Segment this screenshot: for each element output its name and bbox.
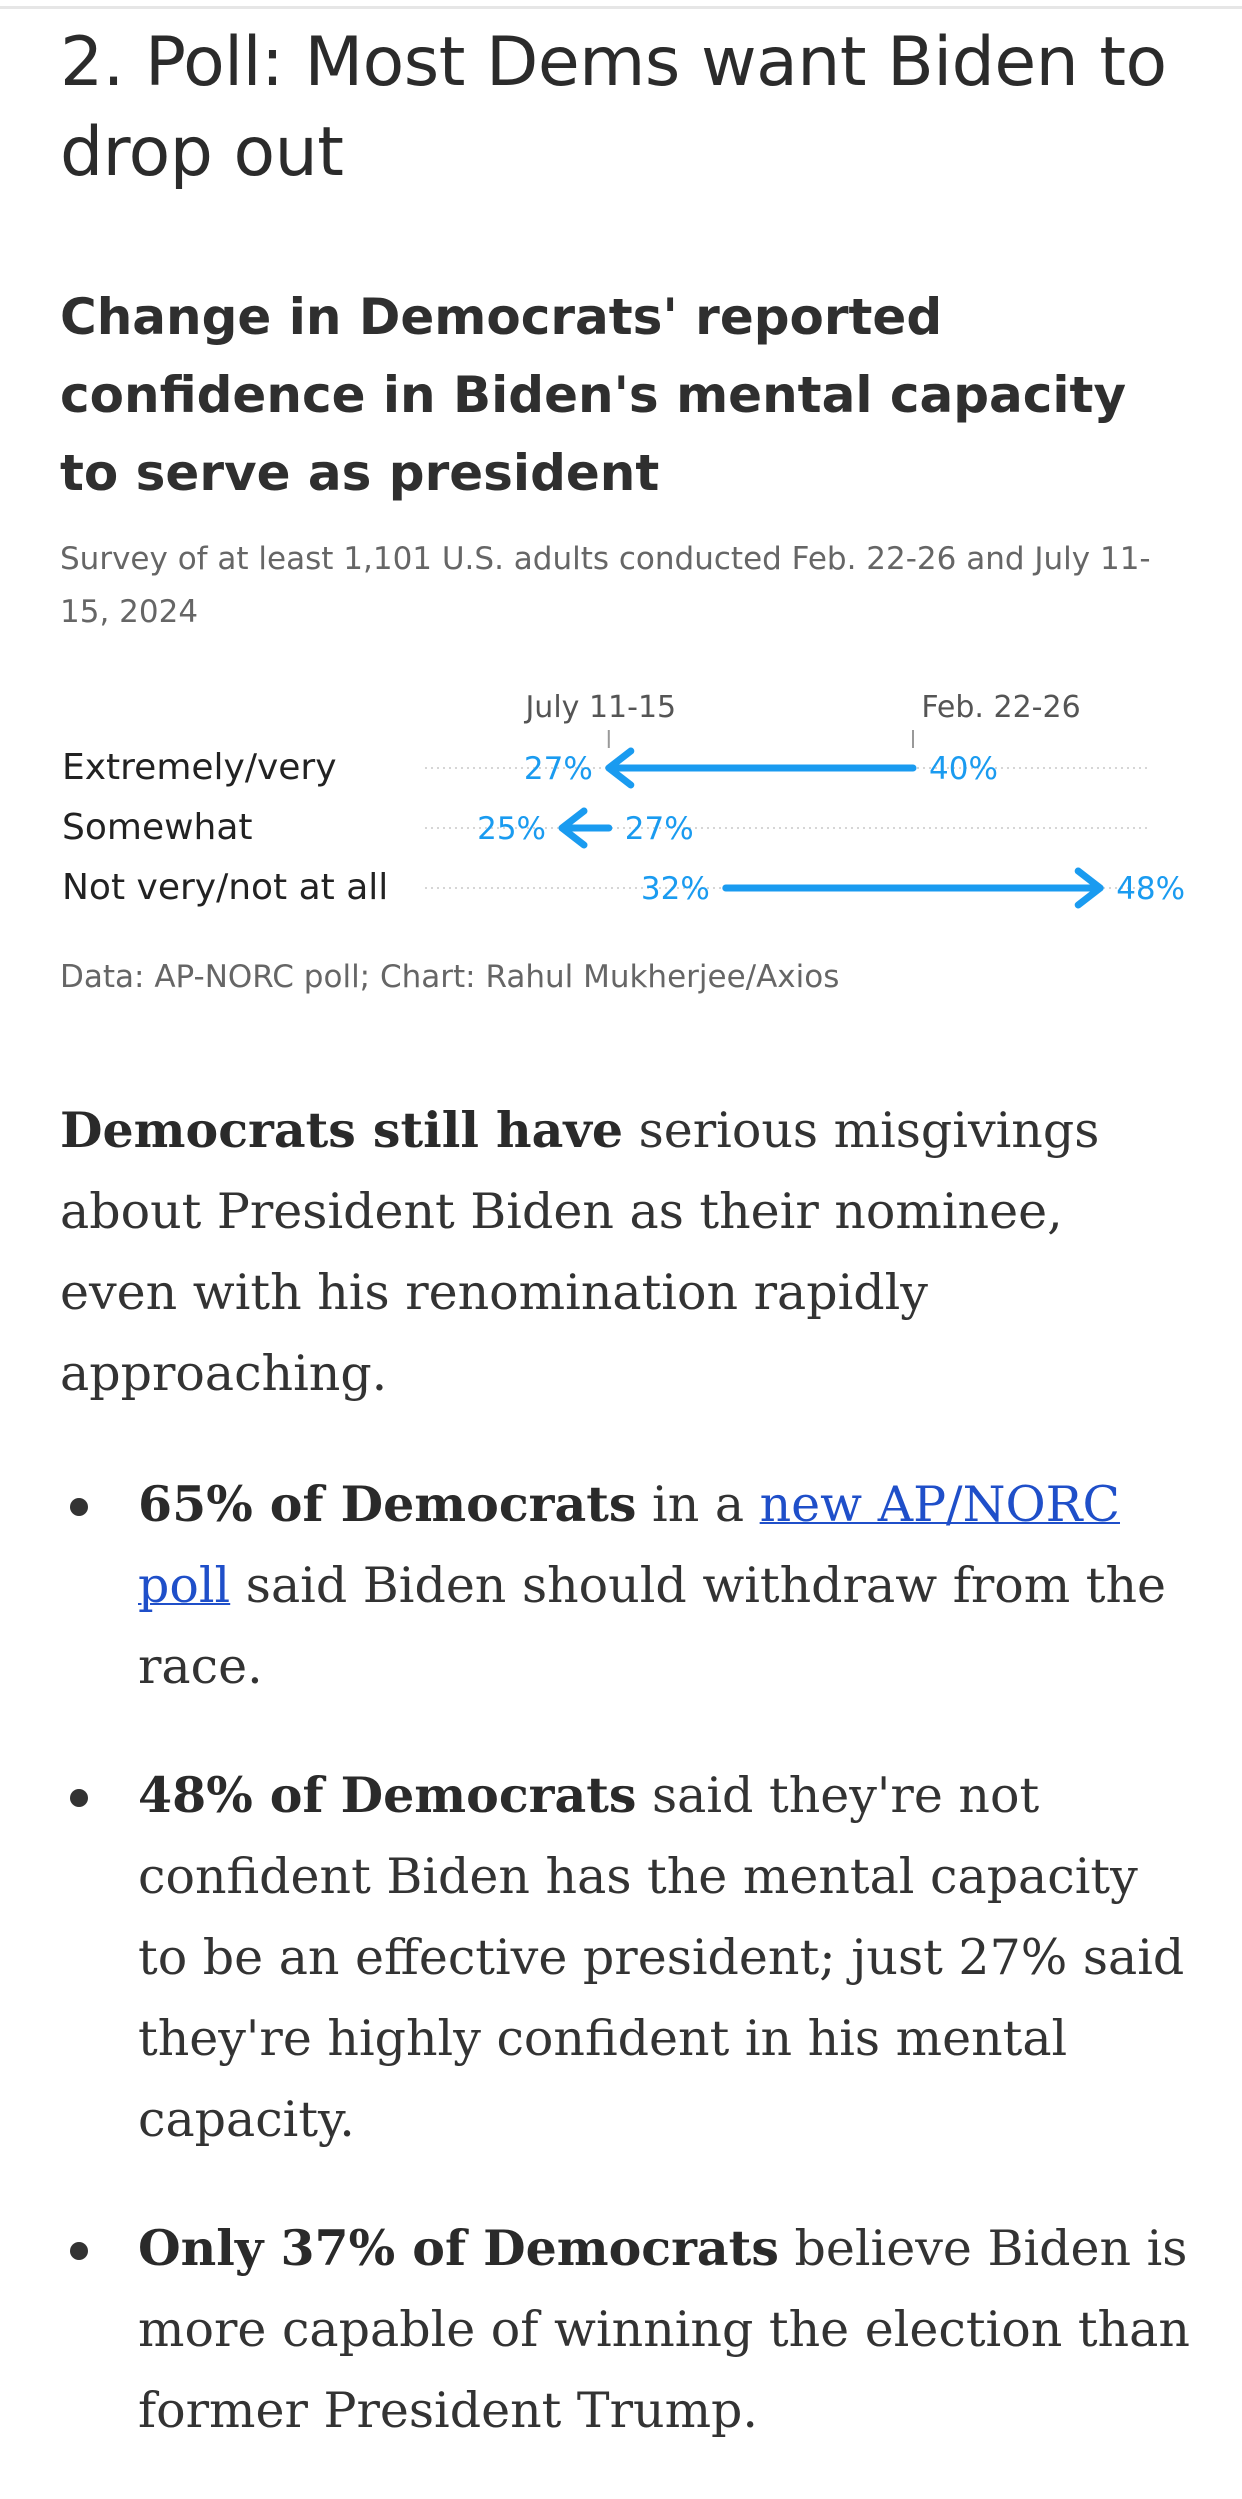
bullet-bold: Only 37% of Democrats (138, 2219, 779, 2277)
top-divider (0, 6, 1242, 9)
value-label-to: 25% (477, 811, 546, 847)
row-label: Somewhat (62, 807, 253, 848)
arrow-head-icon (605, 747, 635, 789)
bullet-bold: 48% of Democrats (138, 1766, 637, 1824)
value-label-to: 48% (1116, 871, 1185, 907)
chart-title: Change in Democrats' reported confidence… (60, 288, 1127, 502)
arrow-head-icon (1074, 867, 1104, 909)
bullet-bold: 65% of Democrats (138, 1475, 637, 1533)
article-header: 2. Poll: Most Dems want Biden to drop ou… (60, 18, 1180, 198)
bullet-icon (70, 2242, 88, 2260)
intro-paragraph: Democrats still have serious misgivings … (60, 1090, 1190, 1414)
headline: 2. Poll: Most Dems want Biden to drop ou… (60, 23, 1167, 192)
row-label: Not very/not at all (62, 867, 388, 908)
series-label-to: July 11-15 (523, 690, 676, 725)
arrow-head-icon (558, 807, 588, 849)
bullet-icon (70, 1498, 88, 1516)
intro-text: serious misgivings about President Biden… (60, 1102, 1100, 1402)
chart-subtitle: Survey of at least 1,101 U.S. adults con… (60, 541, 1151, 630)
bullet-icon (70, 1789, 88, 1807)
article-body: Democrats still have serious misgivings … (60, 1090, 1190, 2499)
chart-credit: Data: AP-NORC poll; Chart: Rahul Mukherj… (60, 959, 840, 995)
bullet-text: in a (636, 1476, 760, 1533)
value-label-to: 27% (524, 751, 593, 787)
bullet-text: said Biden should withdraw from the race… (138, 1557, 1167, 1695)
value-label-from: 27% (625, 811, 694, 847)
poll-link[interactable]: new AP/NORC poll (138, 1476, 1120, 1614)
list-item: Only 37% of Democrats believe Biden is m… (60, 2208, 1190, 2451)
value-label-from: 32% (641, 871, 710, 907)
list-item: 48% of Democrats said they're not confid… (60, 1755, 1190, 2160)
intro-bold: Democrats still have (60, 1101, 624, 1159)
value-label-from: 40% (929, 751, 998, 787)
row-label: Extremely/very (62, 747, 337, 788)
arrow-chart: July 11-15 Feb. 22-26 Extremely/very 40% 27%… (62, 690, 1185, 909)
list-item: 65% of Democrats in a new AP/NORC poll s… (60, 1464, 1190, 1707)
bullet-text: said they're not confident Biden has the… (138, 1767, 1185, 2148)
bullet-list: 65% of Democrats in a new AP/NORC poll s… (60, 1464, 1190, 2451)
series-label-from: Feb. 22-26 (921, 690, 1080, 725)
